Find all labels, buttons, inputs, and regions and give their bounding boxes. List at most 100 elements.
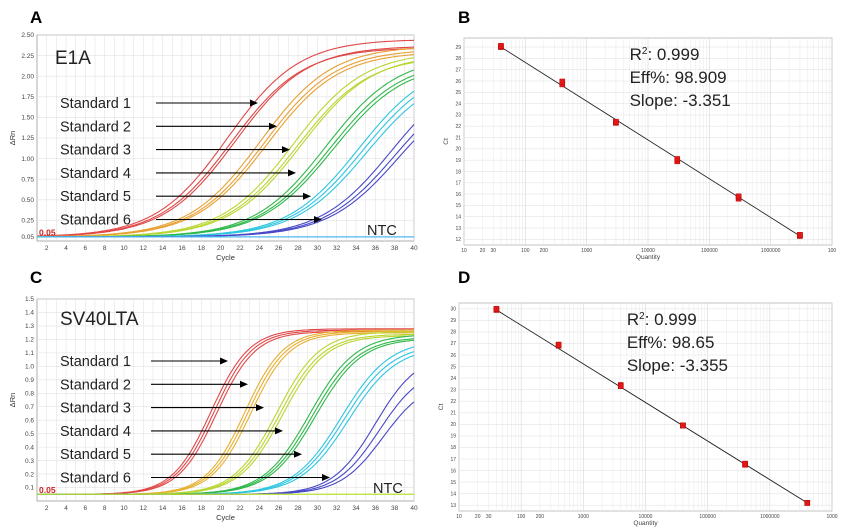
y-tick-label: 25 xyxy=(450,364,456,370)
y-tick-label: 2.00 xyxy=(21,73,34,80)
x-tick-label: 10 xyxy=(461,248,467,254)
y-tick-label: 0.50 xyxy=(21,197,34,204)
arrow-head xyxy=(220,357,228,365)
slope-text: Slope: -3.355 xyxy=(627,356,728,375)
x-tick-label: 1000 xyxy=(581,248,592,254)
x-tick-label: 30 xyxy=(314,245,322,252)
x-tick-label: 28 xyxy=(294,505,302,512)
standard-label: Standard 3 xyxy=(60,401,131,417)
y-tick-label: 27 xyxy=(450,341,456,347)
y-tick-label: 20 xyxy=(450,422,456,428)
y-tick-label: 16 xyxy=(450,468,456,474)
y-tick-label: 1.3 xyxy=(25,323,34,330)
x-tick-label: 6 xyxy=(84,505,88,512)
x-tick-label: 100 xyxy=(828,248,837,254)
x-tick-label: 32 xyxy=(333,505,341,512)
ntc-label: NTC xyxy=(373,481,403,497)
x-tick-label: 40 xyxy=(410,505,418,512)
x-tick-label: 200 xyxy=(536,514,545,520)
y-tick-label: 22 xyxy=(450,399,456,405)
r-superscript: 2 xyxy=(642,46,648,57)
x-tick-label: 200 xyxy=(540,248,549,254)
x-tick-label: 18 xyxy=(198,505,206,512)
y-tick-label: 17 xyxy=(455,181,461,187)
x-tick-label: 22 xyxy=(236,245,244,252)
data-point xyxy=(735,193,742,200)
x-tick-label: 100 xyxy=(517,514,526,520)
ntc-label: NTC xyxy=(367,223,397,239)
x-tick-label: 12 xyxy=(140,505,148,512)
x-tick-label: 30 xyxy=(490,248,496,254)
y-tick-label: 15 xyxy=(455,203,461,209)
y-tick-label: 16 xyxy=(455,192,461,198)
y-tick-label: 12 xyxy=(455,237,461,243)
data-point xyxy=(493,305,500,312)
panel-label-c: C xyxy=(30,268,43,287)
x-tick-label: 2 xyxy=(45,245,49,252)
standard-label: Standard 6 xyxy=(60,213,131,229)
x-tick-label: 20 xyxy=(217,245,225,252)
x-tick-label: 6 xyxy=(84,245,88,252)
y-tick-label: 26 xyxy=(450,353,456,359)
x-tick-label: 10 xyxy=(120,245,128,252)
panel-label-b: B xyxy=(458,8,471,27)
y-tick-label: 21 xyxy=(450,411,456,417)
y-tick-label: 1.25 xyxy=(21,135,34,142)
y-tick-label: 24 xyxy=(450,376,456,382)
x-tick-label: 100000 xyxy=(701,248,718,254)
standard-label: Standard 4 xyxy=(60,424,131,440)
threshold-label: 0.05 xyxy=(39,227,56,237)
x-tick-label: 100000 xyxy=(699,514,716,520)
r-squared-text: R2: 0.999 xyxy=(630,45,700,64)
arrow-head xyxy=(314,216,322,223)
regression-line xyxy=(496,309,808,504)
x-tick-label: 4 xyxy=(64,505,68,512)
panel-label-a: A xyxy=(30,8,43,27)
standard-label: Standard 2 xyxy=(60,119,131,135)
y-tick-label: 28 xyxy=(450,330,456,336)
x-tick-label: 24 xyxy=(256,245,264,252)
data-point xyxy=(555,341,562,348)
x-axis-label: Quantity xyxy=(633,520,658,527)
y-tick-label: 20 xyxy=(455,147,461,153)
y-tick-label: 25 xyxy=(455,90,461,96)
y-axis-label: Ct xyxy=(443,138,450,145)
x-tick-label: 40 xyxy=(410,245,418,252)
efficiency-text: Eff%: 98.65 xyxy=(627,333,715,352)
efficiency-text: Eff%: 98.909 xyxy=(630,68,727,87)
x-tick-label: 1000 xyxy=(578,514,589,520)
x-tick-label: 100 xyxy=(521,248,530,254)
y-axis-label: ΔRn xyxy=(8,131,17,146)
y-tick-label: 18 xyxy=(455,169,461,175)
data-point xyxy=(613,118,619,125)
x-tick-label: 16 xyxy=(178,505,186,512)
r-value: : 0.999 xyxy=(645,310,697,329)
data-point xyxy=(804,500,811,506)
x-tick-label: 10000 xyxy=(639,514,653,520)
data-point xyxy=(617,383,624,390)
data-point xyxy=(797,232,803,238)
y-tick-label: 0.25 xyxy=(21,218,34,225)
y-tick-label: 29 xyxy=(450,318,456,324)
y-tick-label: 0.7 xyxy=(25,404,34,411)
x-tick-label: 20 xyxy=(480,248,486,254)
x-tick-label: 1000000 xyxy=(760,514,780,520)
r-label: R xyxy=(627,310,639,329)
data-point xyxy=(680,422,686,429)
data-point xyxy=(674,156,681,162)
x-tick-label: 1000000 xyxy=(761,248,781,254)
standard-label: Standard 6 xyxy=(60,471,131,487)
y-tick-label: 29 xyxy=(455,45,461,51)
x-tick-label: 34 xyxy=(352,245,360,252)
y-tick-label: 18 xyxy=(450,445,456,451)
y-tick-label: 24 xyxy=(455,101,461,107)
x-tick-label: 32 xyxy=(333,245,341,252)
x-tick-label: 30 xyxy=(314,505,322,512)
y-tick-label: 0.9 xyxy=(25,377,34,384)
x-tick-label: 26 xyxy=(275,245,283,252)
y-tick-label: 1.75 xyxy=(21,94,34,101)
x-tick-label: 20 xyxy=(475,514,481,520)
x-axis-label: Cycle xyxy=(216,513,235,522)
y-tick-label: 27 xyxy=(455,67,461,73)
